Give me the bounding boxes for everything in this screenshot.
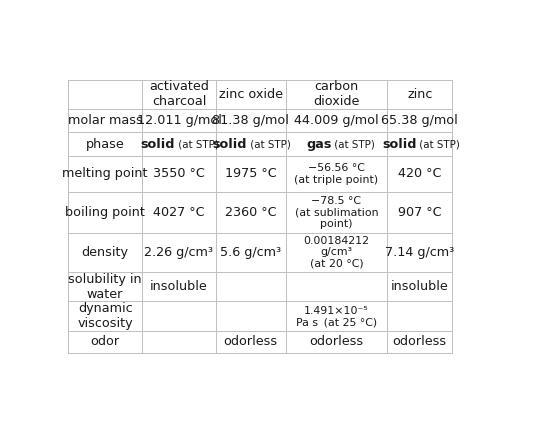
Text: solid: solid: [141, 138, 175, 151]
Text: 5.6 g/cm³: 5.6 g/cm³: [220, 246, 281, 259]
Text: 3550 °C: 3550 °C: [153, 167, 205, 181]
Text: (at STP): (at STP): [416, 139, 461, 149]
Text: (at STP): (at STP): [331, 139, 375, 149]
Text: −56.56 °C
(at triple point): −56.56 °C (at triple point): [294, 163, 378, 185]
Text: 907 °C: 907 °C: [398, 206, 441, 219]
Text: melting point: melting point: [62, 167, 148, 181]
Text: odorless: odorless: [309, 336, 364, 348]
Text: solubility in
water: solubility in water: [68, 273, 142, 300]
Text: 44.009 g/mol: 44.009 g/mol: [294, 114, 379, 127]
Text: −78.5 °C
(at sublimation
point): −78.5 °C (at sublimation point): [294, 196, 378, 229]
Text: molar mass: molar mass: [68, 114, 142, 127]
Text: dynamic
viscosity: dynamic viscosity: [77, 302, 133, 330]
Text: boiling point: boiling point: [65, 206, 145, 219]
Text: carbon
dioxide: carbon dioxide: [313, 80, 360, 108]
Text: insoluble: insoluble: [391, 280, 449, 293]
Text: insoluble: insoluble: [150, 280, 208, 293]
Text: zinc: zinc: [407, 88, 432, 101]
Text: 1.491×10⁻⁵
Pa s (at 25 °C): 1.491×10⁻⁵ Pa s (at 25 °C): [296, 306, 377, 327]
Text: 12.011 g/mol: 12.011 g/mol: [137, 114, 221, 127]
Text: 81.38 g/mol: 81.38 g/mol: [213, 114, 289, 127]
Text: solid: solid: [382, 138, 416, 151]
Text: odorless: odorless: [224, 336, 278, 348]
Text: 2.26 g/cm³: 2.26 g/cm³: [144, 246, 214, 259]
Text: 1975 °C: 1975 °C: [225, 167, 277, 181]
Text: activated
charcoal: activated charcoal: [149, 80, 209, 108]
Text: odorless: odorless: [393, 336, 447, 348]
Text: 4027 °C: 4027 °C: [153, 206, 205, 219]
Text: solid: solid: [213, 138, 247, 151]
Text: 65.38 g/mol: 65.38 g/mol: [382, 114, 458, 127]
Text: density: density: [82, 246, 129, 259]
Text: (at STP): (at STP): [247, 139, 291, 149]
Text: 2360 °C: 2360 °C: [225, 206, 277, 219]
Text: (at STP): (at STP): [175, 139, 219, 149]
Text: odor: odor: [90, 336, 120, 348]
Text: 420 °C: 420 °C: [398, 167, 441, 181]
Text: gas: gas: [306, 138, 331, 151]
Text: 0.00184212
g/cm³
(at 20 °C): 0.00184212 g/cm³ (at 20 °C): [304, 236, 370, 269]
Text: phase: phase: [86, 138, 124, 151]
Text: zinc oxide: zinc oxide: [219, 88, 283, 101]
Text: 7.14 g/cm³: 7.14 g/cm³: [385, 246, 455, 259]
